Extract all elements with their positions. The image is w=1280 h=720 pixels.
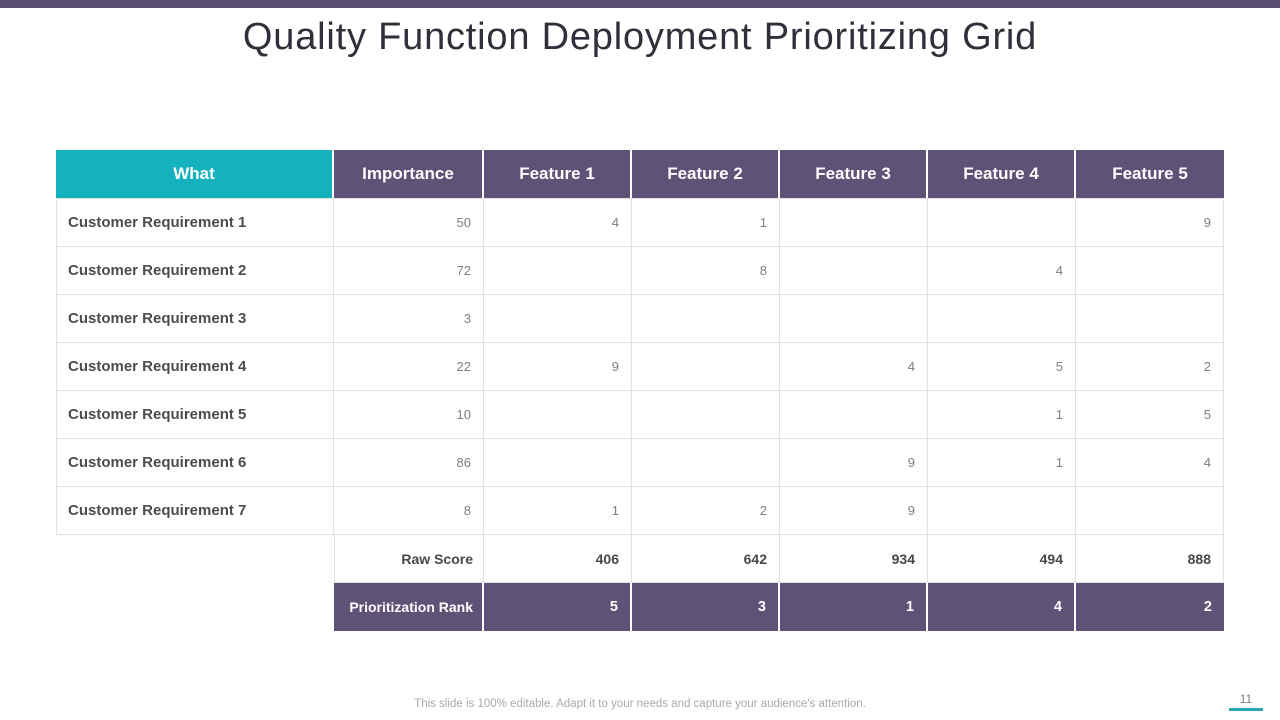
rank-feature-5: 2 [1076,583,1224,631]
feature-2-value [632,439,780,487]
feature-1-value [484,391,632,439]
feature-3-value: 9 [780,487,928,535]
requirement-label: Customer Requirement 3 [56,295,334,343]
feature-1-value [484,295,632,343]
table-row: Customer Requirement 5 10 1 5 [56,391,1224,439]
feature-5-value: 4 [1076,439,1224,487]
header-cell-feature-3: Feature 3 [780,150,928,198]
feature-3-value: 9 [780,439,928,487]
rank-feature-3: 1 [780,583,928,631]
importance-value: 10 [334,391,484,439]
feature-3-value [780,247,928,295]
feature-2-value: 1 [632,199,780,247]
page-number: 11 [1229,692,1263,711]
importance-value: 8 [334,487,484,535]
header-cell-importance: Importance [334,150,484,198]
requirement-label: Customer Requirement 5 [56,391,334,439]
table-row: Customer Requirement 4 22 9 4 5 2 [56,343,1224,391]
rank-feature-2: 3 [632,583,780,631]
requirement-label: Customer Requirement 4 [56,343,334,391]
feature-3-value: 4 [780,343,928,391]
importance-value: 86 [334,439,484,487]
feature-5-value [1076,247,1224,295]
requirement-label: Customer Requirement 1 [56,199,334,247]
raw-score-feature-1: 406 [484,535,632,583]
table-header-row: What Importance Feature 1 Feature 2 Feat… [56,150,1224,198]
header-cell-what: What [56,150,334,198]
prioritization-rank-row: Prioritization Rank 5 3 1 4 2 [56,583,1224,631]
header-cell-feature-4: Feature 4 [928,150,1076,198]
feature-1-value: 9 [484,343,632,391]
feature-3-value [780,391,928,439]
feature-5-value: 5 [1076,391,1224,439]
feature-5-value [1076,295,1224,343]
feature-2-value [632,295,780,343]
feature-4-value: 1 [928,439,1076,487]
header-cell-feature-2: Feature 2 [632,150,780,198]
feature-4-value [928,199,1076,247]
table-row: Customer Requirement 2 72 8 4 [56,247,1224,295]
raw-score-feature-3: 934 [780,535,928,583]
raw-score-feature-2: 642 [632,535,780,583]
importance-value: 3 [334,295,484,343]
header-cell-feature-1: Feature 1 [484,150,632,198]
feature-4-value [928,295,1076,343]
importance-value: 72 [334,247,484,295]
feature-3-value [780,295,928,343]
feature-2-value [632,343,780,391]
feature-1-value: 1 [484,487,632,535]
footer-note: This slide is 100% editable. Adapt it to… [414,698,866,710]
feature-3-value [780,199,928,247]
top-accent-bar [0,0,1280,8]
feature-4-value: 1 [928,391,1076,439]
raw-score-spacer [56,535,334,583]
feature-5-value: 9 [1076,199,1224,247]
importance-value: 22 [334,343,484,391]
feature-5-value [1076,487,1224,535]
requirement-label: Customer Requirement 7 [56,487,334,535]
rank-feature-4: 4 [928,583,1076,631]
header-cell-feature-5: Feature 5 [1076,150,1224,198]
requirement-label: Customer Requirement 2 [56,247,334,295]
raw-score-feature-5: 888 [1076,535,1224,583]
feature-1-value [484,439,632,487]
feature-2-value: 8 [632,247,780,295]
page-title: Quality Function Deployment Prioritizing… [242,16,1038,58]
rank-feature-1: 5 [484,583,632,631]
requirement-label: Customer Requirement 6 [56,439,334,487]
table-row: Customer Requirement 1 50 4 1 9 [56,199,1224,247]
raw-score-label: Raw Score [334,535,484,583]
feature-4-value: 4 [928,247,1076,295]
feature-4-value: 5 [928,343,1076,391]
requirement-rows: Customer Requirement 1 50 4 1 9 Customer Requ… [56,198,1224,535]
feature-1-value [484,247,632,295]
prioritization-rank-spacer [56,583,334,631]
feature-2-value: 2 [632,487,780,535]
feature-1-value: 4 [484,199,632,247]
table-row: Customer Requirement 6 86 9 1 4 [56,439,1224,487]
raw-score-feature-4: 494 [928,535,1076,583]
raw-score-row: Raw Score 406 642 934 494 888 [56,535,1224,583]
qfd-prioritizing-grid-table: What Importance Feature 1 Feature 2 Feat… [56,150,1224,631]
feature-5-value: 2 [1076,343,1224,391]
feature-4-value [928,487,1076,535]
feature-2-value [632,391,780,439]
importance-value: 50 [334,199,484,247]
prioritization-rank-label: Prioritization Rank [334,583,484,631]
